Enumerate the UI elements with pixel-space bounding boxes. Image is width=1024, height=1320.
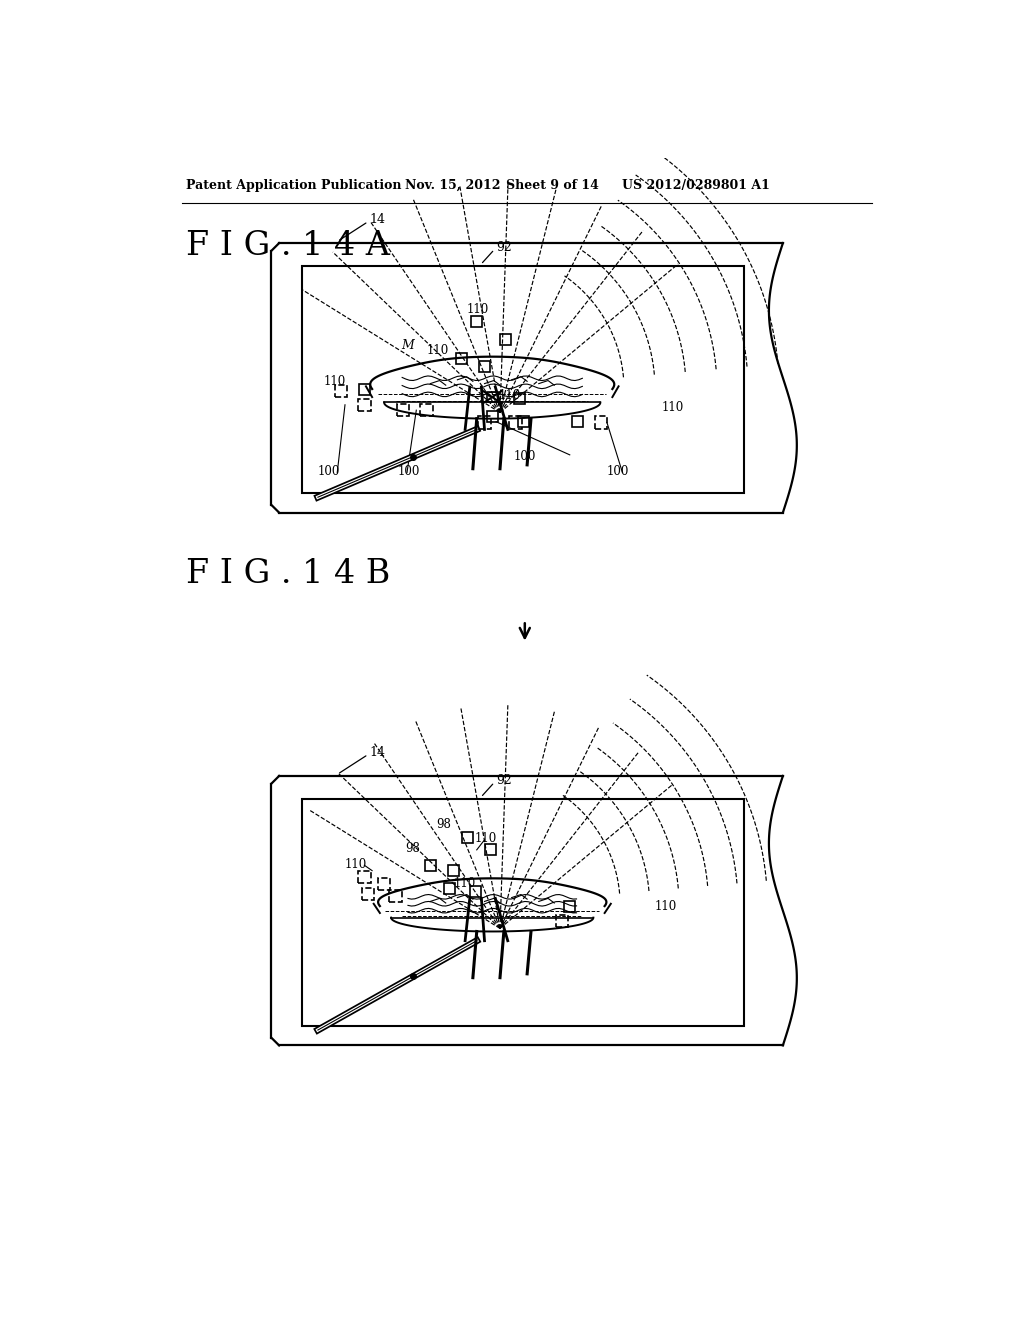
Bar xyxy=(389,890,401,903)
Bar xyxy=(518,416,528,428)
Bar xyxy=(378,878,390,890)
Text: 92: 92 xyxy=(496,240,512,253)
Bar xyxy=(302,267,744,494)
Text: 100: 100 xyxy=(397,465,420,478)
Bar xyxy=(456,354,467,364)
Bar xyxy=(486,411,498,422)
Bar xyxy=(449,866,459,876)
Bar xyxy=(479,360,489,372)
Bar xyxy=(556,915,568,927)
Text: 110: 110 xyxy=(426,345,449,358)
Bar xyxy=(358,399,371,411)
Text: 110: 110 xyxy=(499,389,520,403)
Bar xyxy=(359,384,370,395)
Bar xyxy=(572,416,583,428)
Bar xyxy=(478,416,490,429)
Text: 110: 110 xyxy=(324,375,346,388)
Text: Nov. 15, 2012: Nov. 15, 2012 xyxy=(406,178,501,191)
Text: 110: 110 xyxy=(467,304,488,317)
Text: 100: 100 xyxy=(607,465,630,478)
Bar xyxy=(595,416,607,429)
Text: 14: 14 xyxy=(370,746,386,759)
Text: 110: 110 xyxy=(345,858,368,871)
Text: 110: 110 xyxy=(474,832,497,845)
Bar xyxy=(564,902,575,912)
Bar xyxy=(335,385,347,397)
Bar xyxy=(471,317,482,327)
Text: Sheet 9 of 14: Sheet 9 of 14 xyxy=(506,178,599,191)
Text: 100: 100 xyxy=(513,450,536,462)
Bar xyxy=(509,416,521,429)
Bar xyxy=(425,859,435,871)
Text: 110: 110 xyxy=(454,876,476,890)
Bar xyxy=(397,404,410,416)
Text: F I G . 1 4 B: F I G . 1 4 B xyxy=(186,557,390,590)
Bar xyxy=(485,845,496,855)
Bar xyxy=(470,886,480,896)
Text: 100: 100 xyxy=(317,465,340,478)
Bar xyxy=(514,393,525,404)
Bar xyxy=(444,883,455,894)
Bar xyxy=(420,404,432,416)
Text: F I G . 1 4 A: F I G . 1 4 A xyxy=(186,231,390,263)
Bar xyxy=(500,334,511,345)
Bar xyxy=(302,799,744,1026)
Bar xyxy=(486,392,498,403)
Bar xyxy=(358,871,371,883)
Bar xyxy=(462,832,473,843)
Text: M: M xyxy=(400,339,414,352)
Text: 110: 110 xyxy=(662,401,683,414)
Text: 14: 14 xyxy=(370,213,386,226)
Bar xyxy=(362,887,375,900)
Text: 98: 98 xyxy=(436,818,452,832)
Text: 92: 92 xyxy=(496,774,512,787)
Text: 98: 98 xyxy=(406,842,420,855)
Text: US 2012/0289801 A1: US 2012/0289801 A1 xyxy=(623,178,770,191)
Text: Patent Application Publication: Patent Application Publication xyxy=(186,178,401,191)
Text: 110: 110 xyxy=(655,900,677,913)
